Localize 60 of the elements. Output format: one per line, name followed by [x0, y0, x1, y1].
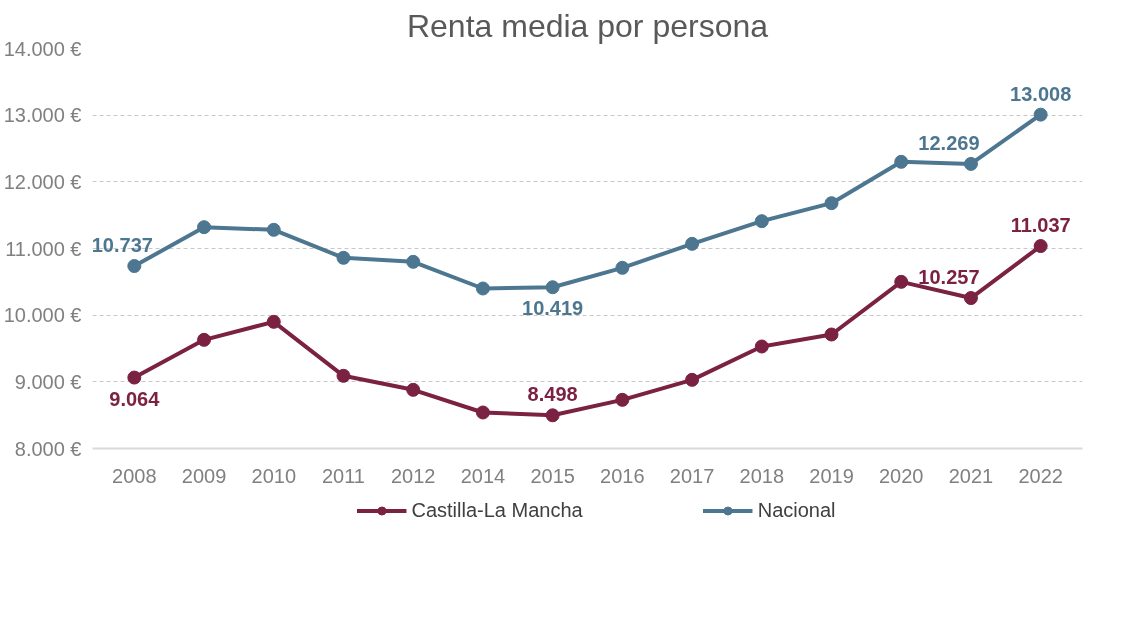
data-label: 10.257 — [918, 266, 980, 289]
point — [406, 382, 421, 397]
point — [963, 156, 978, 171]
point — [824, 196, 839, 211]
x-tick-label: 2018 — [739, 464, 785, 487]
y-tick-label: 11.000 € — [5, 237, 82, 260]
point — [406, 254, 421, 269]
point — [615, 392, 630, 407]
point — [266, 222, 281, 237]
y-tick-label: 13.000 € — [3, 104, 82, 127]
point — [615, 260, 630, 275]
point — [685, 372, 700, 387]
point — [336, 368, 351, 383]
y-tick-label: 12.000 € — [3, 170, 82, 193]
x-tick-label: 2009 — [181, 464, 227, 487]
y-tick-label: 9.000 € — [14, 370, 82, 393]
legend-label: Castilla-La Mancha — [411, 498, 583, 522]
point — [685, 236, 700, 251]
point — [336, 250, 351, 265]
point — [824, 327, 839, 342]
point — [127, 259, 142, 274]
data-label: 10.419 — [522, 297, 584, 320]
chart-title: Renta media por persona — [406, 7, 769, 44]
legend-label: Nacional — [757, 498, 836, 522]
point — [894, 274, 909, 289]
point — [894, 154, 909, 169]
point — [1033, 107, 1048, 122]
point — [963, 291, 978, 306]
x-tick-label: 2019 — [809, 464, 854, 487]
point — [1033, 239, 1048, 254]
data-label: 11.037 — [1010, 214, 1071, 237]
x-tick-label: 2010 — [251, 464, 297, 487]
x-tick-label: 2016 — [600, 464, 645, 487]
data-label: 8.498 — [527, 383, 578, 406]
x-tick-label: 2022 — [1018, 464, 1063, 487]
point — [475, 405, 490, 420]
y-tick-label: 10.000 € — [3, 304, 82, 327]
data-label: 13.008 — [1010, 82, 1072, 105]
y-tick-label: 8.000 € — [14, 437, 82, 460]
point — [754, 214, 769, 229]
y-tick-label: 14.000 € — [3, 37, 82, 60]
x-tick-label: 2014 — [460, 464, 506, 487]
x-tick-label: 2015 — [530, 464, 575, 487]
x-tick-label: 2008 — [112, 464, 157, 487]
point — [127, 370, 142, 385]
point — [545, 280, 560, 295]
x-tick-label: 2017 — [669, 464, 715, 487]
point — [475, 281, 490, 296]
point — [545, 408, 560, 423]
data-label: 12.269 — [918, 131, 980, 154]
x-tick-label: 2011 — [321, 464, 365, 487]
point — [197, 220, 212, 235]
point — [754, 339, 769, 354]
point — [266, 314, 281, 329]
data-label: 9.064 — [109, 387, 161, 410]
x-tick-label: 2012 — [390, 464, 436, 487]
x-tick-label: 2021 — [948, 464, 994, 487]
x-tick-label: 2020 — [878, 464, 924, 487]
point — [197, 332, 212, 347]
data-label: 10.737 — [91, 234, 153, 257]
